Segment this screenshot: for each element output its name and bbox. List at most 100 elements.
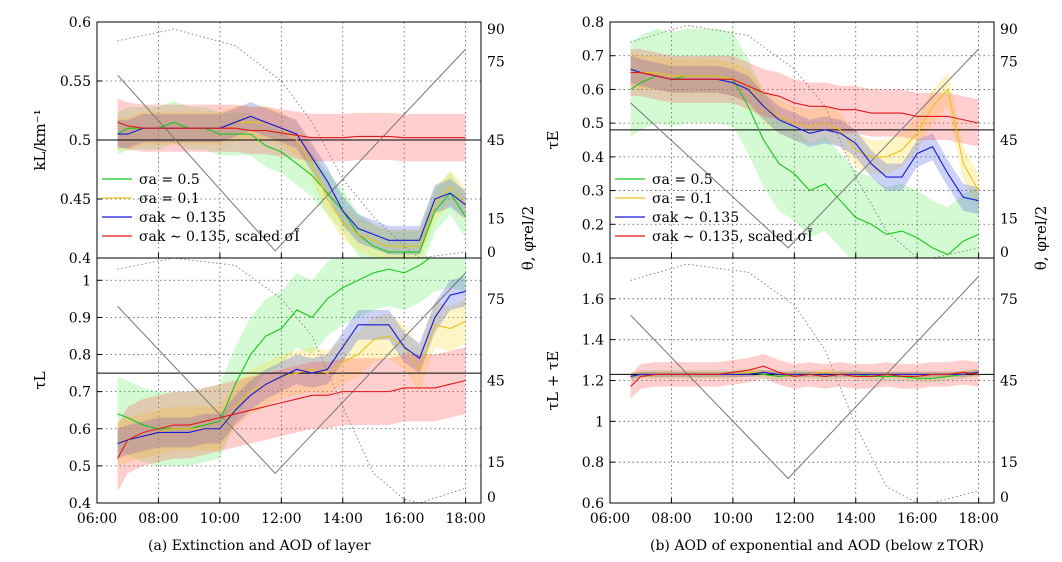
- y-tick-label: 0.55: [60, 74, 91, 90]
- series-line-2: [117, 320, 466, 445]
- series-line-1: [117, 258, 431, 430]
- y-tick-label: 0.5: [69, 459, 91, 475]
- uncertainty-band-1: [117, 258, 466, 466]
- legend-label: σa = 0.5: [139, 172, 200, 188]
- uncertainty-band-4: [117, 347, 466, 492]
- series-line-1: [117, 121, 467, 253]
- y-tick-label: 0.6: [582, 82, 604, 98]
- uncertainty-band-4: [630, 353, 979, 399]
- x-tick-label: 06:00: [77, 511, 117, 527]
- legend-label: σak ∼ 0.135: [139, 210, 226, 226]
- y2-tick-label: 75: [487, 292, 505, 308]
- y-tick-label: 0.4: [69, 251, 91, 267]
- y2-tick-label: 75: [487, 54, 505, 70]
- y-tick-label: 0.4: [69, 496, 91, 512]
- uncertainty-band-4: [630, 48, 979, 147]
- y2-tick-label: 15: [1000, 212, 1018, 228]
- x-tick-label: 10:00: [200, 511, 240, 527]
- series-line-4: [117, 121, 466, 139]
- y2-tick-label: 75: [1000, 54, 1018, 70]
- theta-curve: [117, 48, 467, 252]
- plot-area: [610, 263, 994, 503]
- y2-tick-label: 90: [1000, 22, 1018, 38]
- phi-curve: [630, 263, 979, 503]
- uncertainty-band-3: [117, 276, 466, 459]
- panel-b-top: 0.1 0.2 0.3 0.4 0.5 0.6 0.7 0.8 0 15 45 75 90 τE σa = …: [544, 15, 1018, 267]
- panel-frame: [96, 257, 482, 504]
- plot-area: [97, 28, 481, 258]
- y2-tick-label: 45: [487, 133, 505, 149]
- theta-curve: [630, 48, 980, 249]
- uncertainty-band-2: [117, 105, 466, 258]
- series-line-4: [630, 365, 979, 388]
- x-tick-label: 16:00: [897, 511, 937, 527]
- x-tick-label: 12:00: [261, 511, 301, 527]
- y-tick-label: 0.4: [582, 150, 604, 166]
- y2-tick-label: 0: [487, 490, 496, 506]
- y-tick-label: 0.9: [69, 310, 91, 326]
- legend-label: σak ∼ 0.135, scaled σĨ: [652, 227, 813, 245]
- y-tick-label: 0.8: [582, 455, 604, 471]
- y2-tick-label: 0: [1000, 490, 1009, 506]
- y-axis-label: kL/km⁻¹: [31, 109, 49, 170]
- phi-curve: [117, 258, 466, 503]
- x-tick-label: 14:00: [836, 511, 876, 527]
- y2-tick-label: 45: [487, 374, 505, 390]
- y-tick-label: 0.2: [582, 217, 604, 233]
- theta-curve: [117, 272, 467, 475]
- y-tick-label: 0.6: [69, 422, 91, 438]
- y-tick-label: 0.8: [582, 15, 604, 31]
- y-tick-label: 0.5: [69, 133, 91, 149]
- y2-tick-label: 45: [1000, 133, 1018, 149]
- theta-curve: [630, 276, 980, 480]
- y2-tick-label: 90: [487, 22, 505, 38]
- plot-area: [610, 24, 994, 258]
- y-tick-label: 0.7: [69, 385, 91, 401]
- x-tick-label: 10:00: [713, 511, 753, 527]
- y2-tick-label: 15: [1000, 455, 1018, 471]
- x-tick-label: 08:00: [138, 511, 178, 527]
- y2-tick-label: 15: [487, 455, 505, 471]
- x-tick-label: 14:00: [323, 511, 363, 527]
- legend-label: σa = 0.5: [652, 172, 713, 188]
- uncertainty-band-1: [630, 28, 979, 258]
- x-tick-label: 08:00: [651, 511, 691, 527]
- panel-b-bottom: 0.6 0.8 1 1.2 1.4 1.6 0 15 45 75 06:00 08:00 10:00 12…: [544, 206, 1050, 527]
- uncertainty-band-3: [630, 55, 979, 215]
- phi-curve: [630, 24, 979, 258]
- y2-axis-label: θ, φrel/2: [519, 206, 537, 271]
- y2-tick-label: 75: [1000, 292, 1018, 308]
- series-line-3: [117, 290, 466, 445]
- uncertainty-band-2: [117, 298, 466, 466]
- y-tick-label: 1: [595, 414, 604, 430]
- y-axis-label: τL: [31, 371, 49, 389]
- series-line-4: [117, 379, 466, 459]
- y2-tick-label: 0: [1000, 245, 1009, 261]
- legend-label: σa = 0.1: [139, 191, 200, 207]
- y-tick-label: 0.3: [582, 184, 604, 200]
- legend-label: σak ∼ 0.135: [652, 210, 739, 226]
- y-tick-label: 0.7: [582, 49, 604, 65]
- x-tick-label: 18:00: [445, 511, 485, 527]
- y-tick-label: 1.4: [582, 333, 604, 349]
- plot-area: [97, 258, 481, 503]
- legend-label: σa = 0.1: [652, 191, 713, 207]
- y-tick-label: 0.8: [69, 348, 91, 364]
- y-tick-label: 1.6: [582, 292, 604, 308]
- y-tick-label: 0.6: [582, 496, 604, 512]
- y-tick-label: 1: [82, 273, 91, 289]
- x-tick-label: 06:00: [590, 511, 630, 527]
- y2-tick-label: 15: [487, 212, 505, 228]
- series-line-2: [630, 68, 980, 191]
- x-tick-label: 16:00: [384, 511, 424, 527]
- panel-a-bottom: 0.4 0.5 0.6 0.7 0.8 0.9 1 0 15 45 75 06:00 08:00 10:0…: [31, 206, 537, 527]
- legend-label: σak ∼ 0.135, scaled σĨ: [139, 227, 300, 245]
- y-axis-label: τE: [544, 130, 562, 149]
- y-axis-label: τL + τE: [544, 351, 562, 411]
- y2-tick-label: 45: [1000, 374, 1018, 390]
- series-line-4: [630, 72, 979, 124]
- y-tick-label: 0.1: [582, 251, 604, 267]
